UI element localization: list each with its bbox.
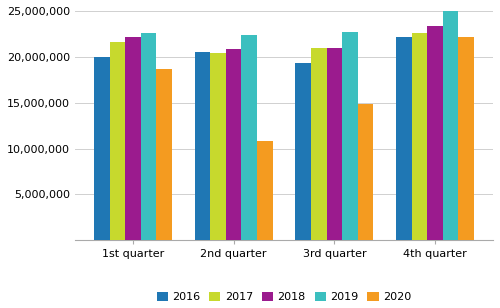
Bar (141, 33, 156, 240)
Bar (396, 37, 411, 240)
Bar (226, 50, 242, 240)
Bar (427, 26, 443, 240)
Bar (110, 42, 125, 240)
Bar (257, 141, 272, 240)
Bar (242, 35, 257, 240)
Bar (326, 48, 342, 240)
Bar (311, 48, 326, 240)
Bar (412, 33, 427, 240)
Bar (125, 37, 141, 240)
Bar (458, 37, 474, 240)
Bar (94, 57, 110, 240)
Bar (296, 63, 311, 240)
Bar (443, 11, 458, 240)
Legend: 2016, 2017, 2018, 2019, 2020: 2016, 2017, 2018, 2019, 2020 (152, 287, 416, 307)
Bar (194, 52, 210, 240)
Bar (358, 104, 374, 240)
Bar (210, 53, 226, 240)
Bar (156, 69, 172, 240)
Bar (342, 32, 358, 240)
